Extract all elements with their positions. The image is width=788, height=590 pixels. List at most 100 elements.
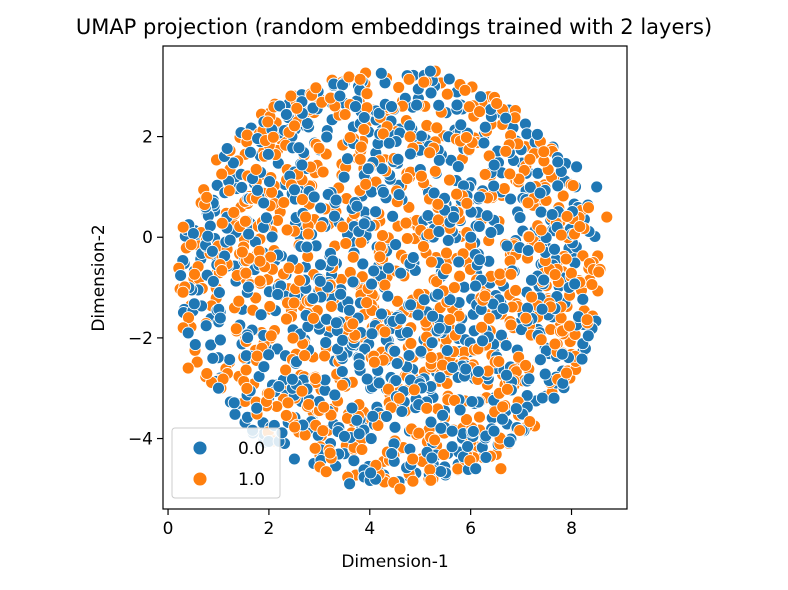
scatter-point-0_0: [538, 367, 552, 381]
scatter-point-1_0: [473, 105, 486, 119]
scatter-point-1_0: [512, 350, 526, 364]
scatter-point-0_0: [227, 396, 241, 410]
x-tick-label: 0: [163, 519, 174, 539]
scatter-point-0_0: [251, 183, 264, 197]
scatter-point-1_0: [324, 408, 338, 422]
scatter-point-0_0: [534, 205, 548, 219]
scatter-point-0_0: [314, 258, 327, 272]
scatter-point-1_0: [360, 296, 374, 310]
scatter-point-0_0: [352, 427, 366, 441]
scatter-point-0_0: [473, 253, 487, 267]
scatter-point-1_0: [335, 378, 349, 392]
scatter-point-0_0: [213, 311, 227, 325]
scatter-point-1_0: [188, 267, 201, 281]
scatter-point-1_0: [430, 121, 444, 135]
scatter-point-0_0: [226, 156, 240, 170]
scatter-point-0_0: [212, 381, 225, 395]
scatter-point-1_0: [417, 75, 431, 89]
scatter-point-0_0: [259, 211, 273, 225]
scatter-point-0_0: [465, 395, 479, 408]
scatter-point-0_0: [345, 401, 359, 415]
y-tick-label: 2: [142, 128, 153, 148]
chart-title: UMAP projection (random embeddings train…: [76, 15, 712, 39]
scatter-point-0_0: [357, 111, 371, 124]
scatter-point-1_0: [393, 482, 407, 496]
scatter-point-1_0: [460, 413, 473, 427]
scatter-point-1_0: [478, 289, 492, 303]
scatter-point-1_0: [563, 319, 576, 333]
scatter-point-0_0: [576, 292, 590, 306]
x-axis-label: Dimension-1: [341, 552, 448, 572]
scatter-point-1_0: [215, 216, 229, 230]
scatter-point-0_0: [205, 244, 219, 258]
scatter-point-0_0: [478, 120, 492, 134]
scatter-point-0_0: [382, 261, 395, 275]
scatter-point-1_0: [336, 220, 350, 234]
scatter-point-1_0: [307, 311, 320, 325]
scatter-point-0_0: [525, 273, 538, 287]
scatter-point-0_0: [366, 409, 380, 423]
ticks-layer: 0 2 4 6 8 2 0 −2 −4: [128, 128, 577, 539]
scatter-point-1_0: [353, 72, 367, 86]
y-tick-label: 0: [142, 228, 153, 248]
scatter-point-1_0: [239, 363, 253, 377]
scatter-point-0_0: [436, 408, 450, 422]
scatter-point-1_0: [354, 235, 368, 249]
scatter-point-1_0: [240, 381, 254, 395]
scatter-point-0_0: [464, 230, 478, 244]
scatter-point-1_0: [266, 130, 280, 144]
scatter-point-0_0: [263, 175, 276, 189]
scatter-point-1_0: [253, 254, 267, 268]
scatter-point-1_0: [176, 285, 190, 299]
y-axis-label: Dimension-2: [89, 224, 109, 331]
scatter-point-0_0: [477, 136, 491, 150]
scatter-point-1_0: [359, 177, 373, 191]
scatter-point-0_0: [545, 208, 559, 221]
scatter-point-0_0: [329, 193, 343, 207]
scatter-point-1_0: [440, 262, 453, 276]
scatter-point-1_0: [222, 184, 236, 198]
scatter-point-0_0: [411, 308, 425, 322]
scatter-point-0_0: [360, 372, 374, 386]
scatter-point-1_0: [176, 220, 190, 234]
scatter-point-1_0: [339, 237, 353, 250]
scatter-point-1_0: [295, 193, 309, 207]
scatter-point-1_0: [493, 267, 507, 281]
scatter-point-0_0: [235, 180, 249, 194]
scatter-point-0_0: [555, 347, 569, 361]
scatter-point-0_0: [181, 326, 195, 340]
x-tick-label: 4: [364, 519, 375, 539]
scatter-point-1_0: [460, 196, 474, 210]
scatter-point-1_0: [406, 452, 420, 466]
scatter-point-0_0: [530, 127, 544, 141]
scatter-point-0_0: [432, 153, 446, 167]
scatter-point-1_0: [399, 216, 413, 230]
scatter-point-0_0: [452, 255, 466, 269]
scatter-point-0_0: [257, 360, 271, 374]
scatter-point-1_0: [316, 424, 330, 438]
scatter-point-0_0: [434, 421, 448, 435]
scatter-point-1_0: [407, 383, 421, 397]
scatter-point-1_0: [559, 252, 573, 266]
x-tick-label: 6: [465, 519, 476, 539]
scatter-point-1_0: [548, 337, 562, 351]
scatter-point-0_0: [432, 321, 446, 335]
scatter-point-0_0: [347, 454, 361, 468]
scatter-point-1_0: [534, 333, 548, 347]
scatter-point-1_0: [181, 361, 195, 375]
scatter-point-1_0: [453, 269, 467, 283]
legend-label: 0.0: [238, 439, 265, 459]
scatter-point-0_0: [272, 380, 286, 393]
scatter-point-0_0: [364, 432, 378, 446]
scatter-point-1_0: [548, 268, 562, 282]
scatter-point-0_0: [471, 365, 485, 378]
scatter-point-0_0: [271, 287, 285, 301]
scatter-point-0_0: [241, 280, 255, 294]
scatter-point-0_0: [261, 147, 275, 161]
scatter-point-1_0: [475, 320, 489, 334]
x-tick-label: 8: [566, 519, 577, 539]
legend-label: 1.0: [238, 470, 265, 490]
scatter-point-0_0: [414, 344, 428, 358]
scatter-point-1_0: [392, 80, 406, 94]
scatter-point-1_0: [215, 264, 229, 277]
